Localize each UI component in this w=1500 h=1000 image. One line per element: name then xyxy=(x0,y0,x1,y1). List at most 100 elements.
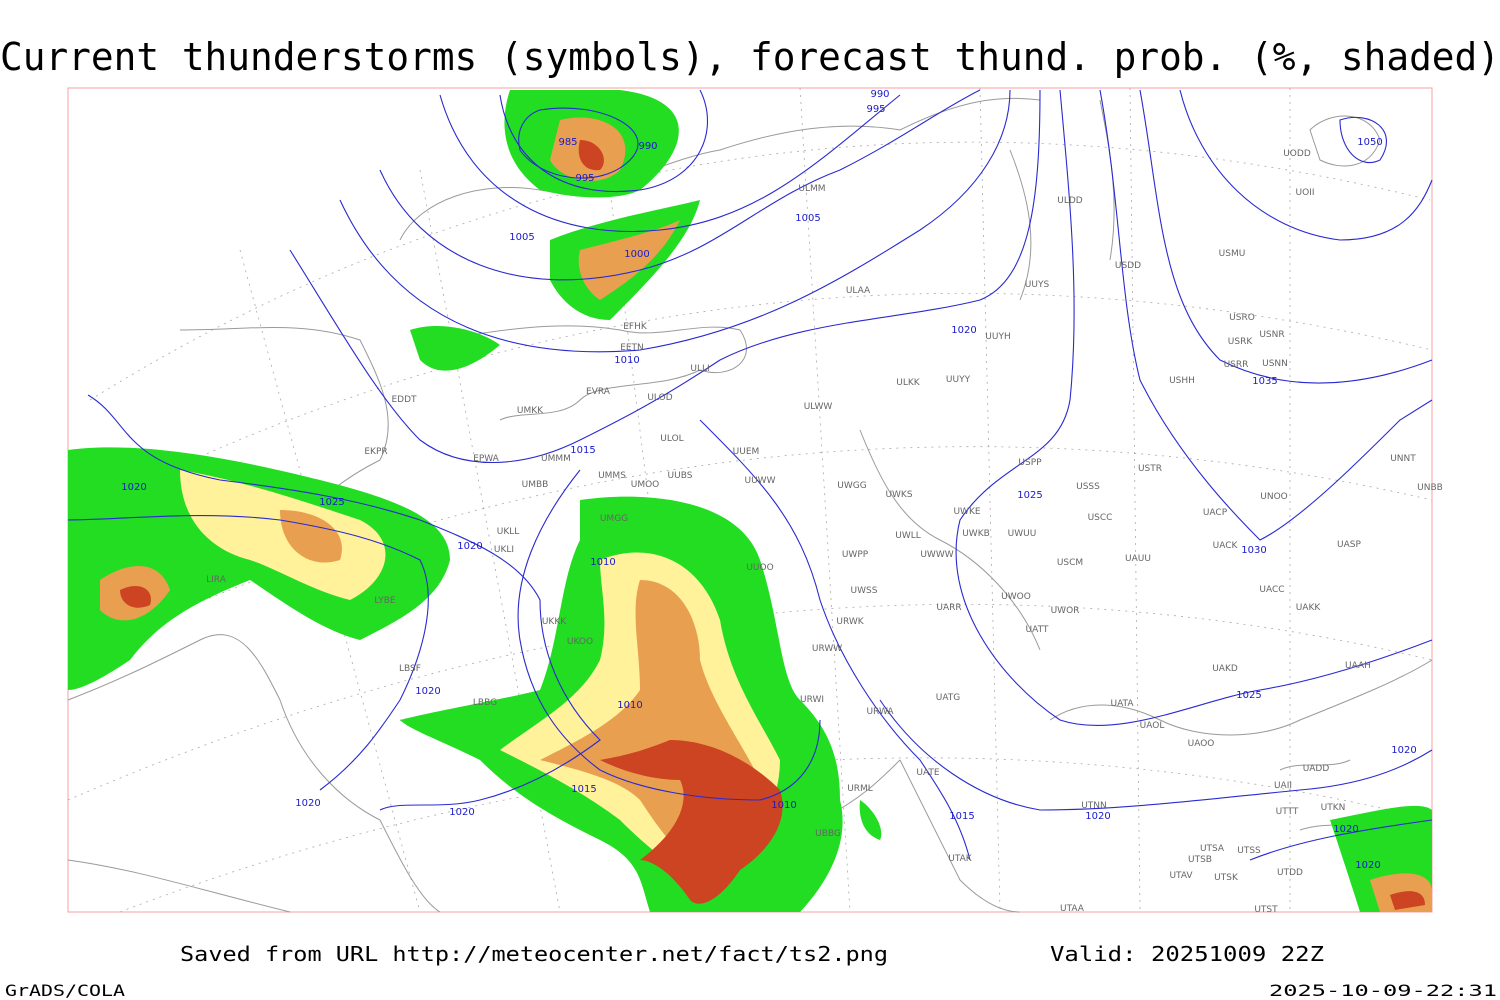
isobar-label: 1010 xyxy=(617,700,642,711)
station-label: UTTT xyxy=(1276,807,1299,817)
isobar-label: 1010 xyxy=(771,800,796,811)
station-label: UUBS xyxy=(668,471,693,481)
station-label: UWLL xyxy=(895,531,921,541)
station-label: URML xyxy=(847,784,873,794)
isobar-label: 1025 xyxy=(1017,490,1042,501)
station-label: USCC xyxy=(1088,513,1113,523)
timestamp: 2025-10-09-22:31 xyxy=(1269,981,1497,1000)
isobar-label: 1020 xyxy=(951,325,976,336)
station-label: UODD xyxy=(1283,149,1311,159)
isobar-label: 1020 xyxy=(295,798,320,809)
station-label: UKOO xyxy=(567,637,593,647)
isobar-label: 1020 xyxy=(121,482,146,493)
station-label: UATT xyxy=(1026,625,1049,635)
station-label: USRK xyxy=(1228,337,1254,347)
station-label: UATG xyxy=(936,693,961,703)
station-label: UTSK xyxy=(1214,873,1239,883)
station-label: EKPR xyxy=(364,447,387,457)
station-label: ULWW xyxy=(804,402,833,412)
station-label: URWI xyxy=(800,695,824,705)
station-label: UTKN xyxy=(1321,803,1346,813)
coastlines xyxy=(67,97,1433,913)
station-label: ULLI xyxy=(690,364,709,374)
station-label: UACK xyxy=(1213,541,1239,551)
isobar-label: 1010 xyxy=(614,355,639,366)
isobar-label: 1015 xyxy=(571,784,596,795)
station-label: USDD xyxy=(1115,261,1141,271)
station-label: USHH xyxy=(1169,376,1195,386)
station-label: EPWA xyxy=(473,454,500,464)
station-label: UOII xyxy=(1296,188,1315,198)
station-label: EDDT xyxy=(391,395,417,405)
station-label: UWUU xyxy=(1008,529,1037,539)
station-label: UTDD xyxy=(1277,868,1303,878)
station-label: UATA xyxy=(1110,699,1134,709)
station-label: UWGG xyxy=(837,481,866,491)
isobar-label: 1020 xyxy=(449,807,474,818)
map-labels: 990 995 985 990 995 1005 1005 1000 1010 1020 1035 1… xyxy=(121,89,1443,915)
station-label: UUOO xyxy=(746,563,773,573)
station-label: USTR xyxy=(1138,464,1162,474)
isobar-label: 1035 xyxy=(1252,376,1277,387)
station-label: UARR xyxy=(936,603,961,613)
title: Current thunderstorms (symbols), forecas… xyxy=(0,35,1500,79)
station-label: UAOO xyxy=(1188,739,1215,749)
station-label: ULAA xyxy=(846,286,871,296)
station-label: UTAK xyxy=(948,854,973,864)
station-label: UADD xyxy=(1303,764,1330,774)
station-label: LBSF xyxy=(399,664,421,674)
isobar-label: 1050 xyxy=(1357,137,1382,148)
isobar-label: 995 xyxy=(575,173,594,184)
isobar-label: 990 xyxy=(870,89,889,100)
station-label: URWW xyxy=(812,644,842,654)
station-label: UUWW xyxy=(745,476,776,486)
station-label: UMKK xyxy=(517,406,544,416)
station-label: UTST xyxy=(1254,905,1278,915)
software: GrADS/COLA xyxy=(5,981,125,1000)
isobar-label: 1030 xyxy=(1241,545,1266,556)
station-label: LIRA xyxy=(206,575,227,585)
station-label: EFHK xyxy=(623,322,648,332)
station-label: USRR xyxy=(1224,360,1249,370)
station-label: UTNN xyxy=(1081,801,1107,811)
station-label: UAOL xyxy=(1140,721,1165,731)
station-label: USSS xyxy=(1076,482,1100,492)
station-label: USMU xyxy=(1219,249,1246,259)
station-label: UWKE xyxy=(953,507,980,517)
station-label: ULDD xyxy=(1057,196,1083,206)
station-label: UUEM xyxy=(733,447,760,457)
station-label: ULOD xyxy=(647,393,672,403)
isobar-label: 1015 xyxy=(949,811,974,822)
station-label: UWSS xyxy=(851,586,878,596)
station-label: UATE xyxy=(916,768,940,778)
station-label: UUYY xyxy=(946,375,971,385)
station-label: UTSA xyxy=(1200,844,1225,854)
isobar-label: 1005 xyxy=(795,213,820,224)
isobar-label: 1020 xyxy=(457,541,482,552)
station-label: USNR xyxy=(1259,330,1284,340)
station-label: USRO xyxy=(1229,313,1255,323)
station-label: UNOO xyxy=(1260,492,1288,502)
isobar-label: 1000 xyxy=(624,249,649,260)
valid-time: Valid: 20251009 22Z xyxy=(1050,942,1324,966)
station-label: ULMM xyxy=(798,184,825,194)
isobar-label: 1020 xyxy=(1391,745,1416,756)
station-label: UNBB xyxy=(1417,483,1443,493)
station-label: EVRA xyxy=(586,387,611,397)
station-label: URWA xyxy=(866,707,894,717)
station-label: UWOR xyxy=(1051,606,1080,616)
station-label: UAII xyxy=(1274,781,1292,791)
station-label: ULKK xyxy=(896,378,921,388)
station-label: LBBG xyxy=(473,698,497,708)
station-label: USNN xyxy=(1262,359,1288,369)
station-label: USCM xyxy=(1057,558,1083,568)
station-label: UWPP xyxy=(842,550,869,560)
station-label: UWWW xyxy=(920,550,953,560)
station-label: UACP xyxy=(1203,508,1228,518)
isobar-label: 1020 xyxy=(1333,824,1358,835)
station-label: URWK xyxy=(836,617,864,627)
station-label: UACC xyxy=(1259,585,1284,595)
station-label: UNNT xyxy=(1390,454,1416,464)
station-label: UMOO xyxy=(631,480,660,490)
station-label: UMBB xyxy=(522,480,549,490)
